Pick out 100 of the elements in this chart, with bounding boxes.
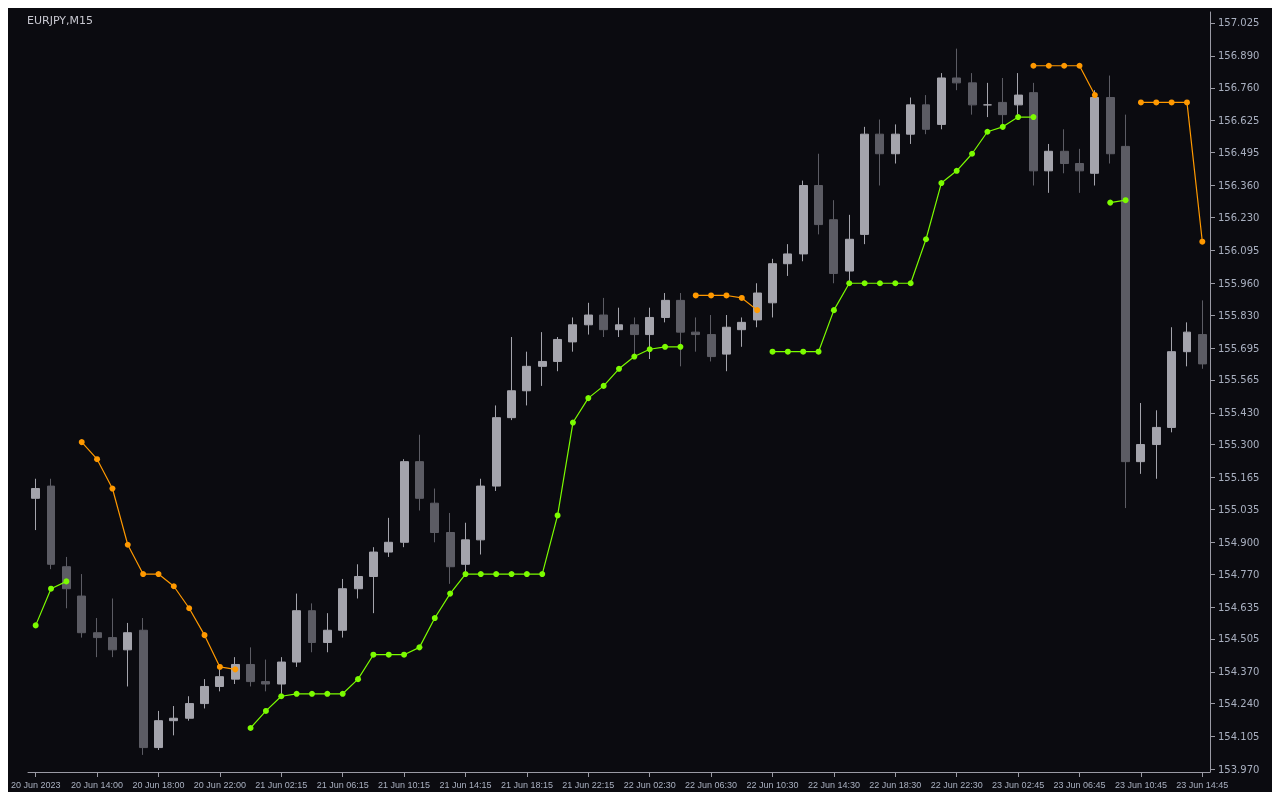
candlestick xyxy=(783,243,792,277)
candlestick xyxy=(922,94,930,135)
y-tick-label: 154.105 xyxy=(1218,731,1260,743)
point xyxy=(370,651,377,658)
candlestick xyxy=(599,297,608,338)
x-tick-label: 22 Jun 22:30 xyxy=(930,779,983,790)
point xyxy=(508,571,515,578)
point xyxy=(48,585,55,592)
candlestick xyxy=(261,659,270,692)
y-tick-label: 154.240 xyxy=(1218,698,1260,710)
y-tick-label: 154.505 xyxy=(1218,633,1260,645)
x-tick-label: 22 Jun 02:30 xyxy=(623,779,676,790)
y-tick-label: 154.770 xyxy=(1218,568,1260,580)
candlestick xyxy=(47,478,55,570)
candlestick xyxy=(722,314,731,372)
x-tick-label: 21 Jun 22:15 xyxy=(562,779,615,790)
candlestick xyxy=(1198,299,1207,370)
point xyxy=(1107,199,1114,206)
candlestick xyxy=(400,458,409,548)
point xyxy=(800,348,807,355)
y-tick-label: 154.900 xyxy=(1218,536,1260,548)
y-tick-label: 156.760 xyxy=(1218,82,1260,94)
y-tick-label: 155.695 xyxy=(1218,342,1260,354)
candlestick xyxy=(200,678,209,709)
point xyxy=(1061,62,1068,69)
candlestick xyxy=(139,617,148,756)
point xyxy=(708,292,715,299)
y-tick-label: 155.830 xyxy=(1218,309,1260,321)
x-tick-label: 21 Jun 10:15 xyxy=(378,779,431,790)
candlestick xyxy=(615,307,623,338)
point xyxy=(953,167,960,174)
point xyxy=(569,419,576,426)
candlestick xyxy=(492,404,501,492)
candlestick xyxy=(952,48,961,91)
candlestick xyxy=(384,517,393,558)
candlestick xyxy=(1044,143,1053,194)
point xyxy=(907,280,914,287)
candlestick xyxy=(446,512,455,585)
candlestick xyxy=(768,258,777,318)
point xyxy=(984,128,991,135)
candlestick xyxy=(875,119,884,186)
point xyxy=(1183,99,1190,106)
point xyxy=(616,365,622,372)
y-tick-label: 156.095 xyxy=(1218,244,1260,256)
candlestick xyxy=(31,478,40,531)
point xyxy=(754,307,761,314)
candlestick xyxy=(676,292,685,367)
x-tick-label: 21 Jun 14:15 xyxy=(439,779,492,790)
point xyxy=(385,651,392,658)
point xyxy=(324,690,331,697)
point xyxy=(846,280,853,287)
y-tick-label: 154.370 xyxy=(1218,666,1260,678)
point xyxy=(861,280,868,287)
candlestick xyxy=(246,646,255,687)
candlestick xyxy=(968,72,977,116)
point xyxy=(999,123,1006,130)
point xyxy=(247,725,254,732)
point xyxy=(923,236,930,243)
candlestick xyxy=(507,336,516,421)
point xyxy=(78,439,85,446)
candlestick xyxy=(1075,148,1084,194)
candlestick xyxy=(906,97,915,145)
point xyxy=(692,292,699,299)
point xyxy=(308,690,315,697)
point xyxy=(738,294,745,301)
candlestick xyxy=(737,316,746,348)
point xyxy=(892,280,899,287)
point xyxy=(1168,99,1175,106)
candlestick xyxy=(369,546,378,614)
point xyxy=(262,707,269,714)
y-tick-label: 154.635 xyxy=(1218,601,1260,613)
point xyxy=(216,663,223,670)
candlestick xyxy=(645,307,654,360)
candlestick xyxy=(1152,409,1161,480)
y-tick-label: 156.890 xyxy=(1218,50,1260,62)
candlestick xyxy=(1090,89,1099,186)
point xyxy=(723,292,730,299)
point xyxy=(1045,62,1052,69)
point xyxy=(969,150,976,157)
point xyxy=(140,571,147,578)
x-tick-label: 22 Jun 18:30 xyxy=(869,779,922,790)
point xyxy=(1137,99,1144,106)
point xyxy=(63,578,70,585)
candlestick xyxy=(983,82,992,118)
point xyxy=(201,632,208,639)
candlestick xyxy=(123,622,132,687)
point xyxy=(585,395,592,402)
point xyxy=(1030,62,1037,69)
candlestick xyxy=(338,578,347,639)
candlestick xyxy=(860,126,869,245)
candlestick xyxy=(77,573,86,639)
x-tick-label: 23 Jun 06:45 xyxy=(1053,779,1106,790)
candlestick xyxy=(661,292,670,323)
x-tick-label: 20 Jun 2023 xyxy=(10,779,61,790)
y-tick-label: 155.035 xyxy=(1218,503,1260,515)
candlestick xyxy=(415,434,424,512)
candlestick xyxy=(937,72,946,130)
point xyxy=(32,622,39,629)
point xyxy=(938,180,945,187)
point xyxy=(1030,114,1037,121)
